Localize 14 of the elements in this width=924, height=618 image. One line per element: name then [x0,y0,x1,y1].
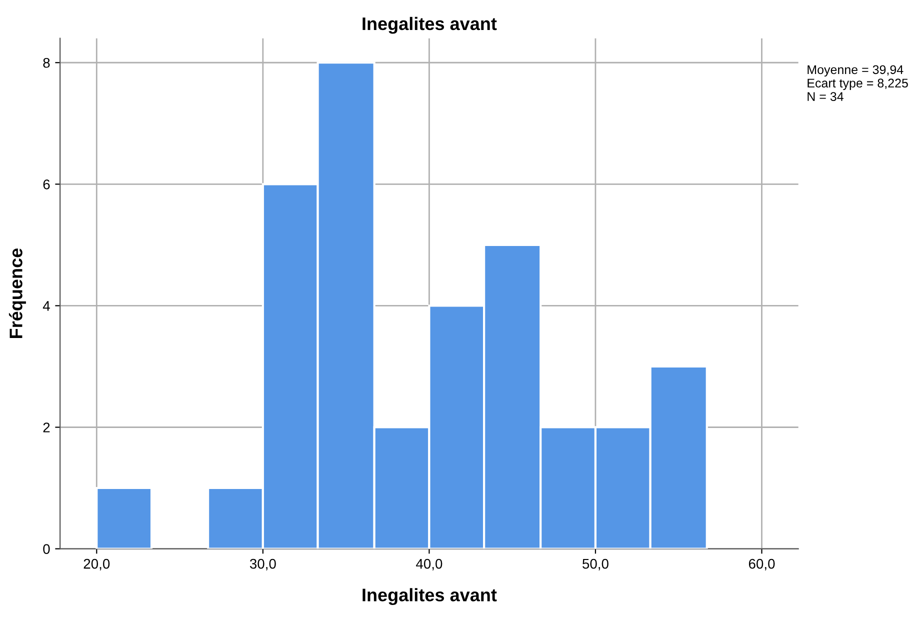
y-tick-label: 4 [42,301,50,311]
y-tick-label: 8 [43,58,50,68]
x-tick-label: 60,0 [748,558,775,570]
chart-title: Inegalites avant [362,16,497,34]
x-tick-label: 30,0 [250,558,276,570]
x-tick-label: 40,0 [416,558,442,570]
text: Moyenne = 39,94 Ecart type = 8,225 N = 34 [808,65,908,101]
y-tick-label: 0 [43,544,50,554]
x-tick-label: 50,0 [582,558,608,570]
x-tick-label: 20,0 [84,558,110,570]
y-axis-title: Fréquence [8,248,26,338]
y-tick-label: 2 [43,422,50,432]
y-tick-label: 6 [43,180,50,190]
x-axis-title: Inegalites avant [362,588,497,606]
